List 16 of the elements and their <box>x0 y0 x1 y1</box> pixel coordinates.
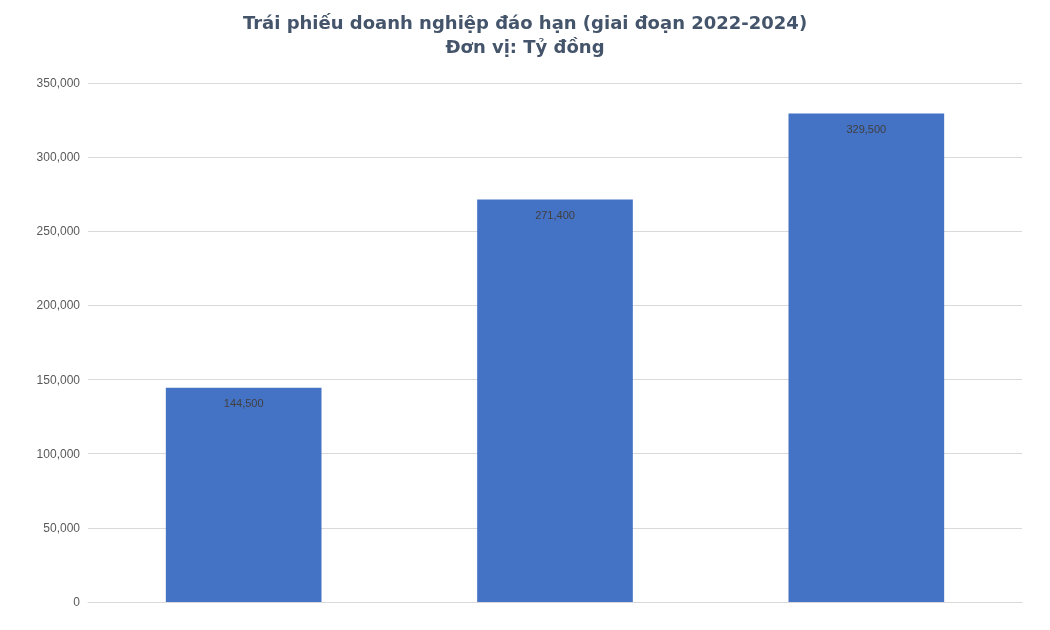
bar <box>165 387 322 602</box>
y-tick-label: 250,000 <box>36 224 81 239</box>
y-tick-label: 100,000 <box>36 446 81 461</box>
bar <box>477 199 633 602</box>
y-tick-label: 300,000 <box>36 150 81 165</box>
data-label: 329,500 <box>846 122 887 135</box>
y-tick-label: 50,000 <box>43 520 81 535</box>
chart-title: Trái phiếu doanh nghiệp đáo hạn (giai đoạn 2022-2024) <box>242 11 808 33</box>
chart-subtitle: Đơn vị: Tỷ đồng <box>445 35 605 57</box>
y-tick-label: 150,000 <box>36 372 81 387</box>
data-label: 271,400 <box>535 209 575 222</box>
data-label: 144,500 <box>223 397 264 410</box>
y-tick-label: 350,000 <box>36 76 81 90</box>
y-tick-label: 200,000 <box>36 298 81 313</box>
bar <box>788 113 945 602</box>
y-tick-label: 0 <box>73 595 81 609</box>
